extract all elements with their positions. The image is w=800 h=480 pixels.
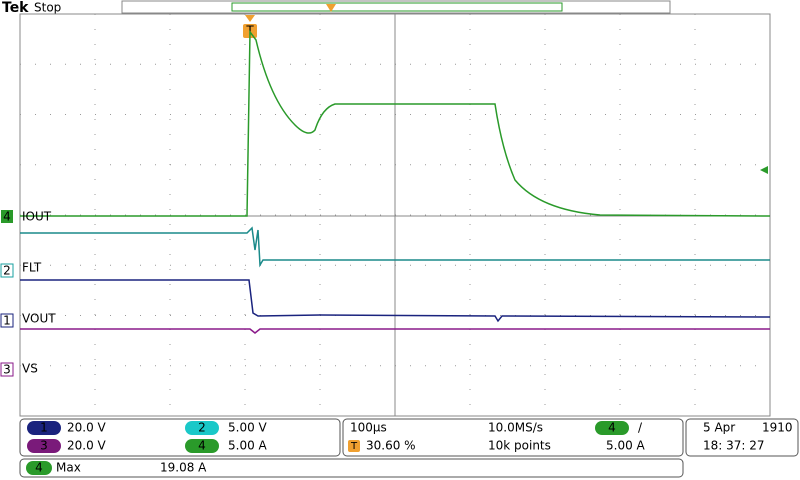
ch4-pill: [185, 439, 219, 453]
record-window: [231, 2, 563, 12]
ch3-number: 3: [3, 363, 11, 377]
year: 1910: [762, 421, 793, 435]
ch2-scale: 5.00 V: [228, 421, 268, 435]
brand: Tek: [2, 0, 29, 16]
ch2-number: 2: [3, 264, 11, 278]
ch3-label: VS: [22, 362, 38, 376]
trigger-marker-label: T: [245, 24, 254, 38]
meas-type: Max: [56, 461, 81, 475]
trigger-arrow: [245, 15, 255, 22]
meas-value: 19.08 A: [160, 461, 207, 475]
timebase: 100µs: [350, 421, 387, 435]
trigger-position: 30.60 %: [366, 439, 416, 453]
vertical-panel: [19, 418, 341, 457]
ch4-scale: 5.00 A: [228, 439, 268, 453]
ch1-badge: [0, 313, 14, 328]
clock-panel: [685, 418, 799, 457]
ch4-badge: [1, 210, 13, 223]
ch3-badge: [0, 362, 14, 377]
ch3-scale: 20.0 V: [67, 439, 107, 453]
date: 5 Apr: [703, 421, 735, 435]
trigger-pos: [326, 4, 336, 12]
ch3-pill-num: 3: [40, 439, 48, 453]
waveform-ch2: [20, 226, 770, 268]
trigger-level-text: 5.00 A: [606, 439, 646, 453]
ch2-pill: [185, 421, 219, 435]
ch4-number: 4: [3, 210, 11, 224]
trig-pos-icon: [348, 440, 360, 452]
trigger-source: 4: [608, 421, 616, 435]
trig-src-pill: [595, 421, 629, 435]
record-length: 10k points: [488, 439, 551, 453]
ch2-label: FLT: [22, 261, 42, 275]
sample-rate: 10.0MS/s: [488, 421, 543, 435]
trigger-level: [760, 166, 768, 174]
status: Stop: [34, 1, 61, 15]
waveform-ch1: [20, 279, 771, 323]
ch4-label: IOUT: [22, 210, 52, 224]
channel-labels: 4 IOUT 2 FLT 1 VOUT 3 VS: [0, 210, 56, 377]
ch1-scale: 20.0 V: [67, 421, 107, 435]
ch2-badge: [0, 263, 14, 278]
measurement-panel: [19, 458, 684, 478]
ch2-pill-num: 2: [198, 421, 206, 435]
ch3-pill: [27, 439, 61, 453]
waveform-ch3: [20, 328, 770, 334]
ch1-pill: [27, 421, 61, 435]
ch1-number: 1: [3, 314, 11, 328]
trig-pos-icon-label: T: [350, 441, 358, 452]
meas-pill: [26, 461, 52, 475]
ch4-pill-num: 4: [198, 439, 206, 453]
time: 18: 37: 27: [703, 439, 765, 453]
trigger-slope: /: [638, 421, 643, 435]
meas-source: 4: [35, 461, 43, 475]
ch1-pill-num: 1: [40, 421, 48, 435]
waveform-ch4: [20, 29, 771, 217]
ch1-label: VOUT: [22, 312, 56, 326]
record-bar: [121, 0, 671, 14]
